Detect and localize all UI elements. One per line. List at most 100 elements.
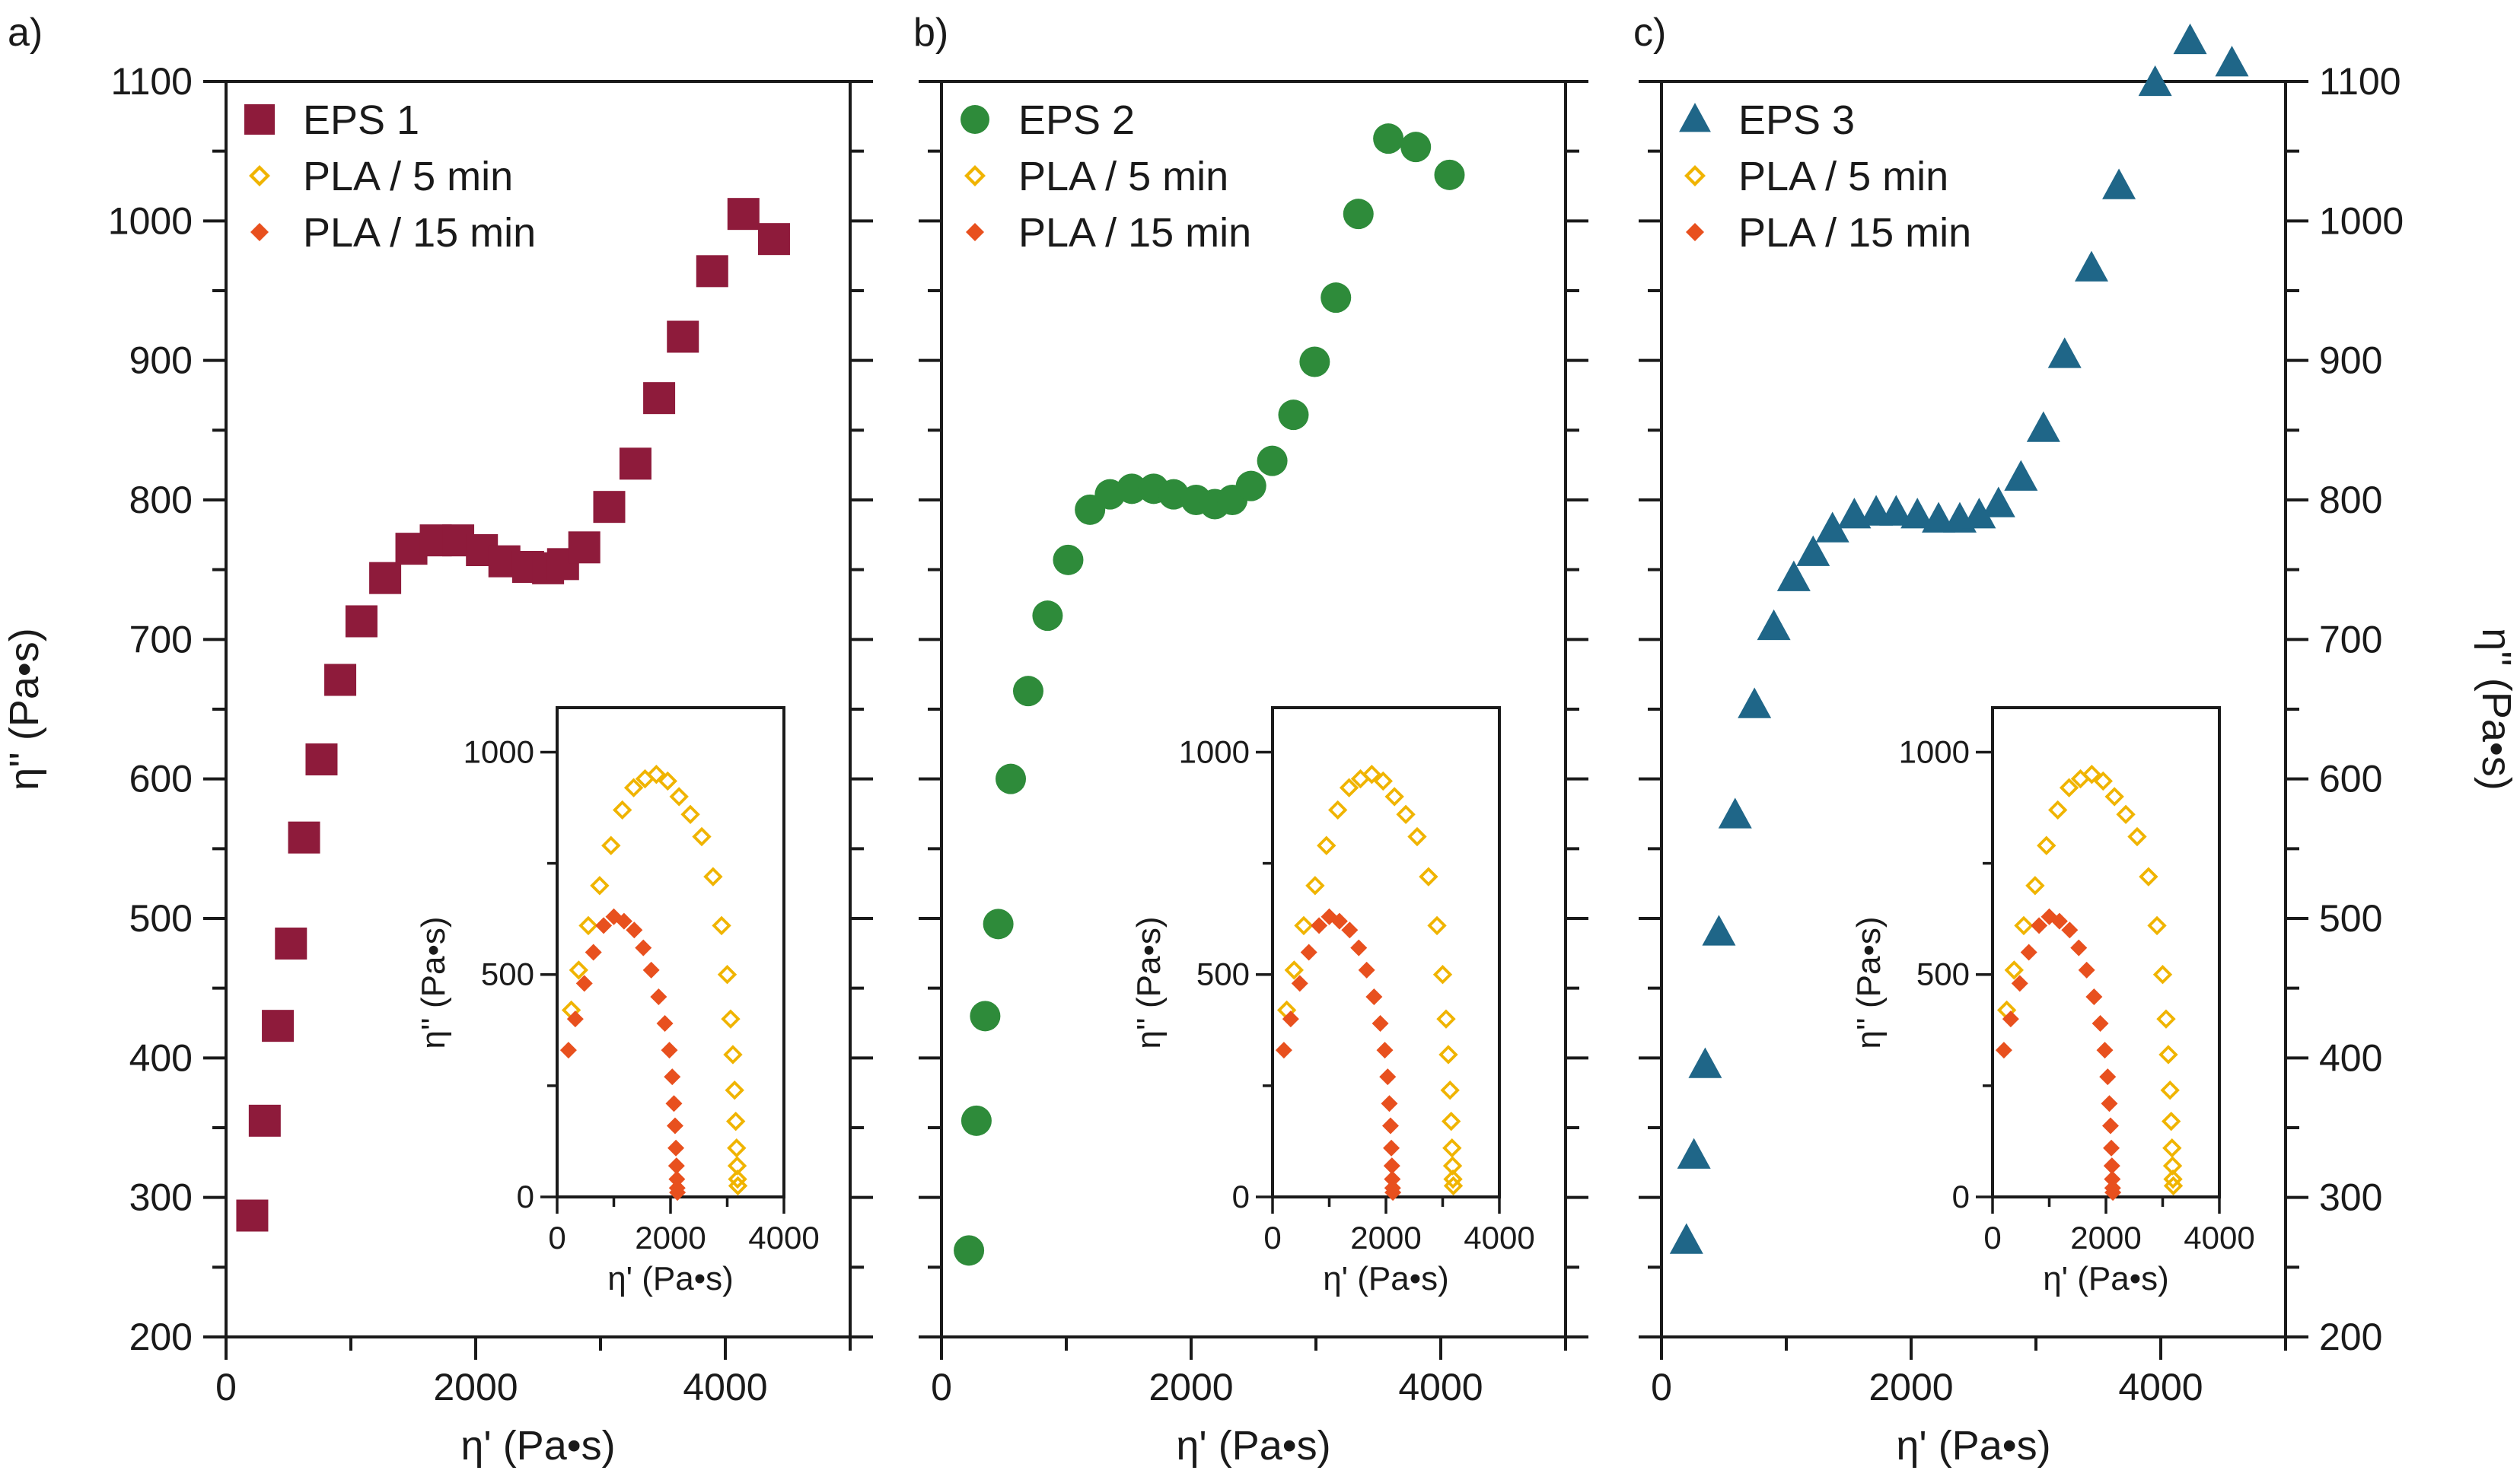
inset-x-axis-title: η' (Pa•s) xyxy=(607,1260,734,1297)
inset-data-point xyxy=(656,1015,674,1033)
inset-data-point xyxy=(1443,1176,1464,1196)
inset-data-point xyxy=(1294,915,1314,936)
inset-x-tick-label: 2000 xyxy=(1350,1220,1421,1256)
inset-data-point xyxy=(665,1095,683,1112)
data-point xyxy=(1669,1223,1703,1254)
inset-data-point xyxy=(2127,826,2147,847)
data-point xyxy=(1278,399,1309,431)
inset-series-pla-15-min xyxy=(1995,908,2122,1202)
inset-data-point xyxy=(1362,764,1382,785)
legend-marker xyxy=(1684,165,1706,186)
inset-data-point xyxy=(680,804,700,824)
data-point xyxy=(2004,460,2038,491)
inset-data-point xyxy=(1376,1042,1394,1059)
inset-x-tick-label: 0 xyxy=(1983,1220,2001,1256)
inset-data-point xyxy=(2099,1068,2117,1086)
data-point xyxy=(954,1235,985,1266)
legend-label: EPS 3 xyxy=(1738,97,1855,143)
inset-data-point xyxy=(2103,1139,2120,1157)
legend: EPS 1 PLA / 5 min PLA / 15 min xyxy=(244,97,536,256)
data-point xyxy=(1117,473,1148,504)
inset-data-point xyxy=(1381,1117,1399,1135)
y-tick-label: 400 xyxy=(129,1036,193,1079)
x-tick-label: 4000 xyxy=(2118,1366,2203,1408)
inset-data-point xyxy=(1396,804,1416,824)
legend-marker xyxy=(250,223,269,241)
inset-data-point xyxy=(1383,1139,1400,1157)
y-tick-label: 600 xyxy=(2319,758,2382,800)
inset-data-point xyxy=(2163,1169,2183,1189)
inset-x-tick-label: 4000 xyxy=(748,1220,819,1256)
data-point xyxy=(757,223,790,256)
inset-data-point xyxy=(2002,1011,2019,1028)
inset-data-point xyxy=(2037,835,2056,855)
data-point xyxy=(1718,797,1752,829)
data-point xyxy=(305,743,338,775)
inset-data-point xyxy=(1432,965,1453,985)
inset-data-point xyxy=(2104,787,2124,807)
legend-marker xyxy=(244,104,275,135)
inset-data-point xyxy=(2059,778,2079,797)
inset-data-point xyxy=(1327,800,1348,820)
data-point xyxy=(619,447,652,480)
y-tick-label: 700 xyxy=(129,618,193,660)
data-point xyxy=(1257,445,1288,476)
legend-marker xyxy=(961,105,989,134)
y-tick-label: 1100 xyxy=(110,60,193,103)
inset-data-point xyxy=(559,1042,577,1059)
data-point xyxy=(1677,1138,1711,1169)
inset-data-point xyxy=(2050,912,2068,930)
inset-data-point xyxy=(2101,1095,2118,1112)
inset-data-point xyxy=(1427,915,1447,936)
inset-data-point xyxy=(646,764,667,785)
data-point xyxy=(236,1199,269,1232)
inset-data-point xyxy=(1305,876,1325,896)
inset-data-point xyxy=(2061,921,2079,939)
data-point xyxy=(996,763,1027,794)
data-point xyxy=(727,198,760,231)
data-point xyxy=(288,821,320,854)
x-tick-label: 0 xyxy=(215,1366,237,1408)
inset-data-point xyxy=(2104,1184,2122,1202)
inset-data-point xyxy=(1275,1042,1292,1059)
inset-data-point xyxy=(575,975,593,992)
inset-data-point xyxy=(712,915,731,936)
inset-data-point xyxy=(2031,917,2048,934)
data-point xyxy=(324,664,357,696)
data-point xyxy=(667,320,699,353)
y-tick-label: 700 xyxy=(2319,618,2382,660)
data-point xyxy=(961,1105,992,1136)
x-tick-label: 4000 xyxy=(1398,1366,1483,1408)
y-tick-label: 1000 xyxy=(108,199,193,242)
inset-data-point xyxy=(1350,939,1368,956)
inset-y-axis-title: η'' (Pa•s) xyxy=(1130,916,1168,1049)
inset-data-point xyxy=(728,1169,747,1189)
inset-data-point xyxy=(2147,915,2167,936)
data-point xyxy=(1879,495,1913,526)
inset-data-point xyxy=(1383,1157,1400,1175)
y-tick-label: 300 xyxy=(2319,1176,2382,1219)
x-tick-label: 4000 xyxy=(683,1366,767,1408)
inset-y-tick-label: 0 xyxy=(1232,1179,1250,1214)
inset-data-point xyxy=(2020,944,2037,961)
data-point xyxy=(1053,544,1084,575)
inset-data-point xyxy=(635,939,652,956)
x-tick-label: 2000 xyxy=(1148,1366,1233,1408)
inset-data-point xyxy=(723,1045,743,1065)
y-tick-label: 800 xyxy=(2319,479,2382,521)
inset-y-tick-label: 1000 xyxy=(1179,734,1250,769)
inset-data-point xyxy=(1442,1138,1462,1158)
inset-data-point xyxy=(667,1157,685,1175)
inset-data-point xyxy=(1384,787,1404,807)
data-point xyxy=(568,531,601,564)
data-point xyxy=(1400,132,1432,163)
data-point xyxy=(2047,337,2082,368)
y-tick-label: 200 xyxy=(2319,1316,2382,1358)
legend-label: EPS 1 xyxy=(303,97,419,143)
inset-data-point xyxy=(650,988,667,1005)
data-point xyxy=(2026,411,2060,442)
inset-data-point xyxy=(725,1111,746,1131)
data-point xyxy=(1299,346,1330,377)
data-point xyxy=(1688,1047,1722,1078)
